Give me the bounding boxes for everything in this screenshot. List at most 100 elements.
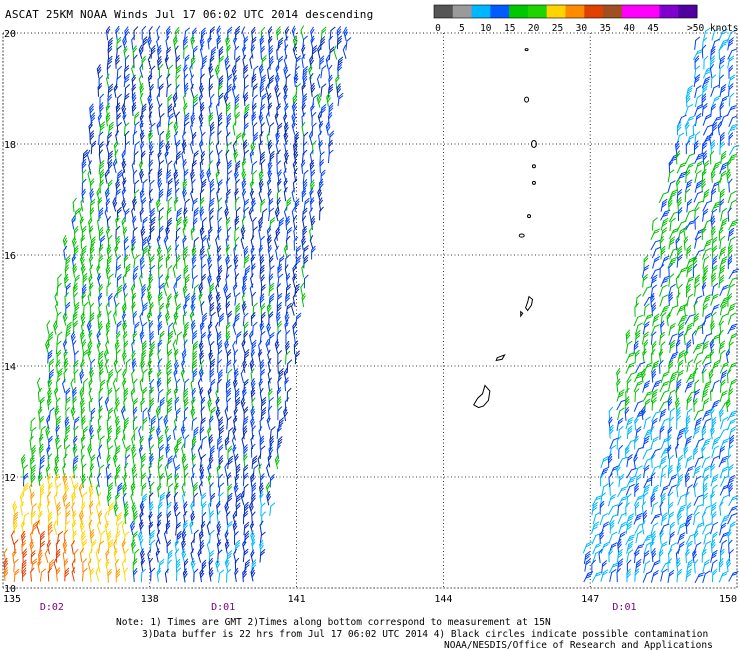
wind-barb	[609, 437, 619, 450]
wind-barb	[677, 350, 685, 363]
wind-barb	[268, 255, 274, 270]
wind-barb	[107, 159, 113, 174]
wind-barb	[73, 548, 79, 563]
wind-barb	[148, 557, 154, 573]
wind-barb	[711, 272, 717, 287]
wind-barb	[728, 426, 737, 440]
wind-barb	[634, 465, 643, 478]
wind-barb	[70, 331, 76, 346]
wind-barb	[283, 92, 288, 107]
wind-barb	[79, 369, 85, 384]
wind-barb	[131, 74, 137, 89]
wind-barb	[660, 568, 668, 582]
wind-barb	[72, 395, 77, 411]
wind-barb	[241, 188, 247, 203]
wind-barb	[89, 243, 95, 259]
wind-barb	[711, 255, 718, 270]
wind-barb	[114, 415, 120, 431]
wind-barb	[251, 73, 257, 88]
wind-barb	[252, 83, 258, 97]
wind-barb	[652, 313, 660, 327]
wind-barb	[176, 216, 183, 230]
wind-barb	[719, 217, 728, 231]
wind-barb	[694, 112, 702, 127]
wind-barb	[650, 228, 661, 240]
wind-barb	[728, 434, 735, 449]
wind-barb	[328, 64, 333, 79]
wind-barb	[209, 93, 215, 108]
wind-barb	[719, 296, 730, 308]
wind-barb	[131, 358, 137, 373]
wind-barb	[710, 406, 715, 422]
wind-barb	[709, 150, 715, 165]
island	[527, 214, 532, 219]
lon-label: 147	[581, 594, 599, 605]
wind-barb	[291, 111, 297, 127]
wind-barb	[108, 121, 115, 136]
wind-barb	[199, 349, 205, 365]
wind-barb	[292, 44, 297, 59]
wind-barb	[693, 482, 698, 497]
wind-barb	[719, 188, 726, 203]
wind-barb	[114, 264, 122, 278]
wind-barb	[701, 465, 711, 478]
wind-barb	[675, 406, 681, 422]
wind-barb	[121, 149, 126, 165]
wind-barb	[175, 331, 183, 345]
wind-barb	[190, 112, 196, 127]
wind-barb	[241, 386, 247, 401]
wind-barb	[727, 410, 738, 422]
wind-barb	[719, 84, 727, 98]
wind-barb	[88, 225, 94, 240]
wind-barb	[166, 206, 172, 221]
wind-barb	[609, 481, 614, 496]
wind-barb	[140, 453, 146, 467]
wind-barb	[343, 26, 349, 42]
wind-barb	[250, 387, 256, 402]
wind-barb	[148, 140, 154, 156]
wind-barb	[215, 558, 221, 573]
wind-barb	[224, 557, 230, 572]
wind-barb	[685, 548, 690, 564]
wind-barb	[79, 387, 85, 402]
wind-barb	[726, 369, 732, 384]
wind-barb	[209, 121, 215, 136]
wind-barb	[626, 475, 637, 487]
wind-barb	[702, 409, 712, 421]
wind-barb	[163, 282, 168, 297]
wind-barb	[624, 444, 630, 459]
wind-barb	[215, 169, 221, 184]
wind-barb	[122, 177, 127, 192]
wind-barb	[97, 510, 103, 525]
wind-barb	[266, 415, 271, 430]
wind-barb	[276, 197, 281, 212]
wind-barb	[693, 409, 704, 421]
wind-barb	[651, 302, 657, 317]
wind-barb	[719, 369, 728, 383]
wind-barb	[676, 568, 683, 583]
wind-barb	[618, 473, 625, 488]
wind-barb	[599, 529, 605, 544]
wind-barb	[97, 292, 103, 307]
legend-swatch	[678, 5, 698, 18]
wind-barb	[173, 491, 179, 507]
wind-barb	[72, 263, 78, 278]
wind-barb	[250, 416, 255, 431]
wind-barb	[130, 539, 136, 554]
wind-barb	[116, 169, 123, 184]
wind-barb	[675, 150, 681, 165]
wind-barb	[702, 492, 709, 507]
wind-barb	[675, 339, 681, 354]
wind-barb	[293, 329, 298, 345]
wind-barb	[277, 273, 284, 288]
wind-barb	[719, 466, 729, 479]
wind-barb	[266, 491, 272, 506]
wind-barb	[259, 445, 266, 460]
wind-barb	[139, 129, 145, 145]
wind-barb	[728, 570, 739, 582]
wind-barb	[643, 428, 654, 440]
wind-barb	[259, 435, 265, 450]
wind-barb	[641, 331, 649, 345]
wind-barb	[269, 473, 275, 488]
wind-barb	[633, 371, 644, 383]
